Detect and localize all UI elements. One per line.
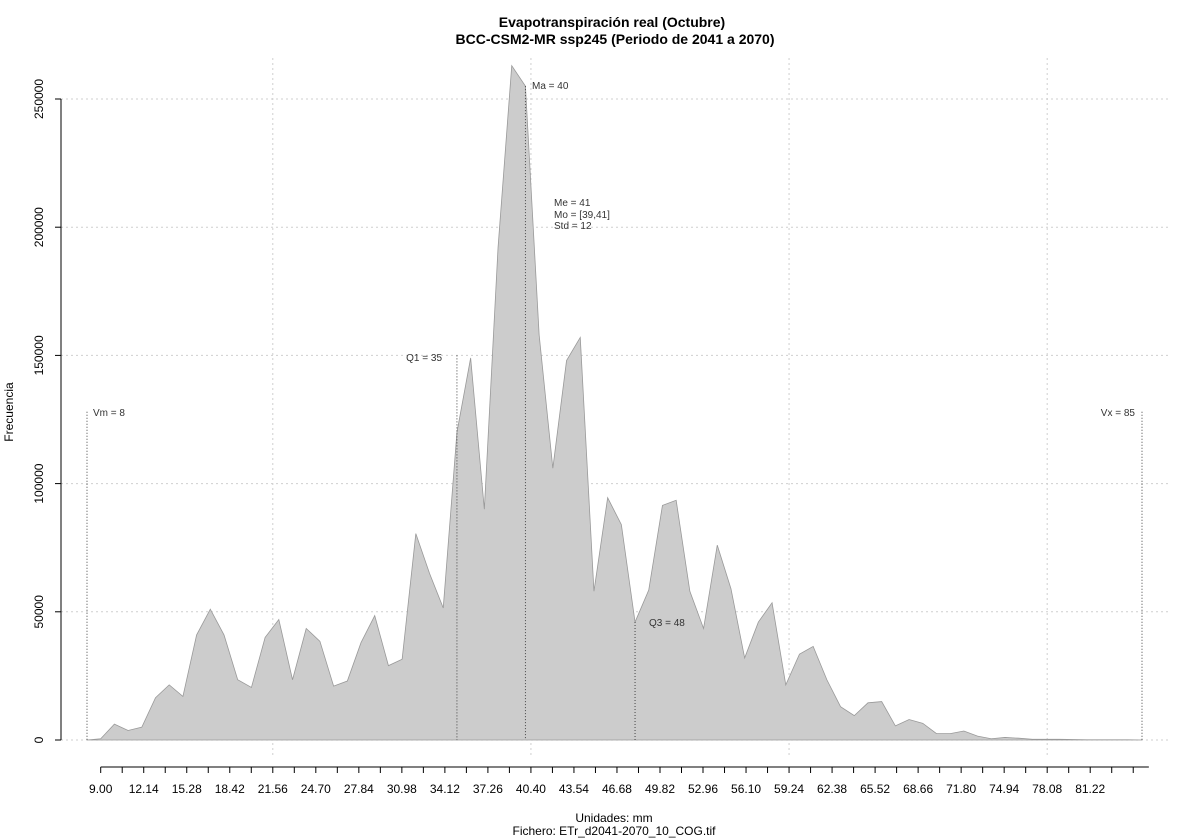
- x-tick-label: 56.10: [731, 782, 761, 796]
- x-tick-label: 30.98: [387, 782, 417, 796]
- x-tick-label: 37.26: [473, 782, 503, 796]
- x-axis: 9.00 12.14 15.28 18.42 21.56 24.70 27.84 30.98 3…: [89, 766, 1149, 796]
- x-tick-label: 18.42: [215, 782, 245, 796]
- x-tick-label: 43.54: [559, 782, 589, 796]
- ma-label: Ma = 40: [532, 81, 569, 92]
- x-tick-label: 27.84: [344, 782, 374, 796]
- vm-label: Vm = 8: [93, 408, 125, 419]
- mo-label: Mo = [39,41]: [554, 210, 610, 221]
- y-tick-label: 150000: [32, 335, 46, 375]
- x-tick-label: 9.00: [89, 782, 113, 796]
- x-tick-label: 34.12: [430, 782, 460, 796]
- x-tick-label: 59.24: [774, 782, 804, 796]
- x-tick-label: 62.38: [817, 782, 847, 796]
- std-label: Std = 12: [554, 221, 592, 232]
- y-tick-label: 0: [32, 736, 46, 743]
- x-tick-label: 65.52: [860, 782, 890, 796]
- frequency-area: [86, 64, 1143, 741]
- marker-lines: [86, 86, 1143, 740]
- y-tick-label: 50000: [32, 595, 46, 629]
- y-axis-label: Frecuencia: [2, 382, 16, 442]
- x-tick-label: 49.82: [645, 782, 675, 796]
- x-tick-label: 74.94: [989, 782, 1019, 796]
- q1-label: Q1 = 35: [406, 353, 442, 364]
- me-label: Me = 41: [554, 198, 591, 209]
- x-tick-label: 21.56: [258, 782, 288, 796]
- x-tick-label: 78.08: [1032, 782, 1062, 796]
- x-tick-label: 40.40: [516, 782, 546, 796]
- x-tick-label: 81.22: [1075, 782, 1105, 796]
- x-axis-file-label: Fichero: ETr_d2041-2070_10_COG.tif: [513, 824, 717, 838]
- annotations: Vm = 8 Q1 = 35 Ma = 40 Me = 41 Mo = [39,…: [93, 81, 1135, 629]
- chart-subtitle: BCC-CSM2-MR ssp245 (Periodo de 2041 a 20…: [456, 31, 775, 47]
- x-tick-label: 24.70: [301, 782, 331, 796]
- x-tick-label: 46.68: [602, 782, 632, 796]
- x-tick-label: 71.80: [946, 782, 976, 796]
- x-tick-label: 52.96: [688, 782, 718, 796]
- x-tick-label: 12.14: [129, 782, 159, 796]
- plot-area: [86, 64, 1143, 741]
- chart-title: Evapotranspiración real (Octubre): [499, 14, 725, 30]
- q3-label: Q3 = 48: [649, 618, 685, 629]
- y-axis: 0 50000 100000 150000 200000 250000: [32, 79, 62, 743]
- y-tick-label: 100000: [32, 463, 46, 503]
- y-tick-label: 250000: [32, 79, 46, 119]
- vx-label: Vx = 85: [1101, 408, 1136, 419]
- x-tick-label: 68.66: [903, 782, 933, 796]
- x-axis-label: Unidades: mm: [575, 811, 652, 825]
- x-tick-label: 15.28: [172, 782, 202, 796]
- y-tick-label: 200000: [32, 207, 46, 247]
